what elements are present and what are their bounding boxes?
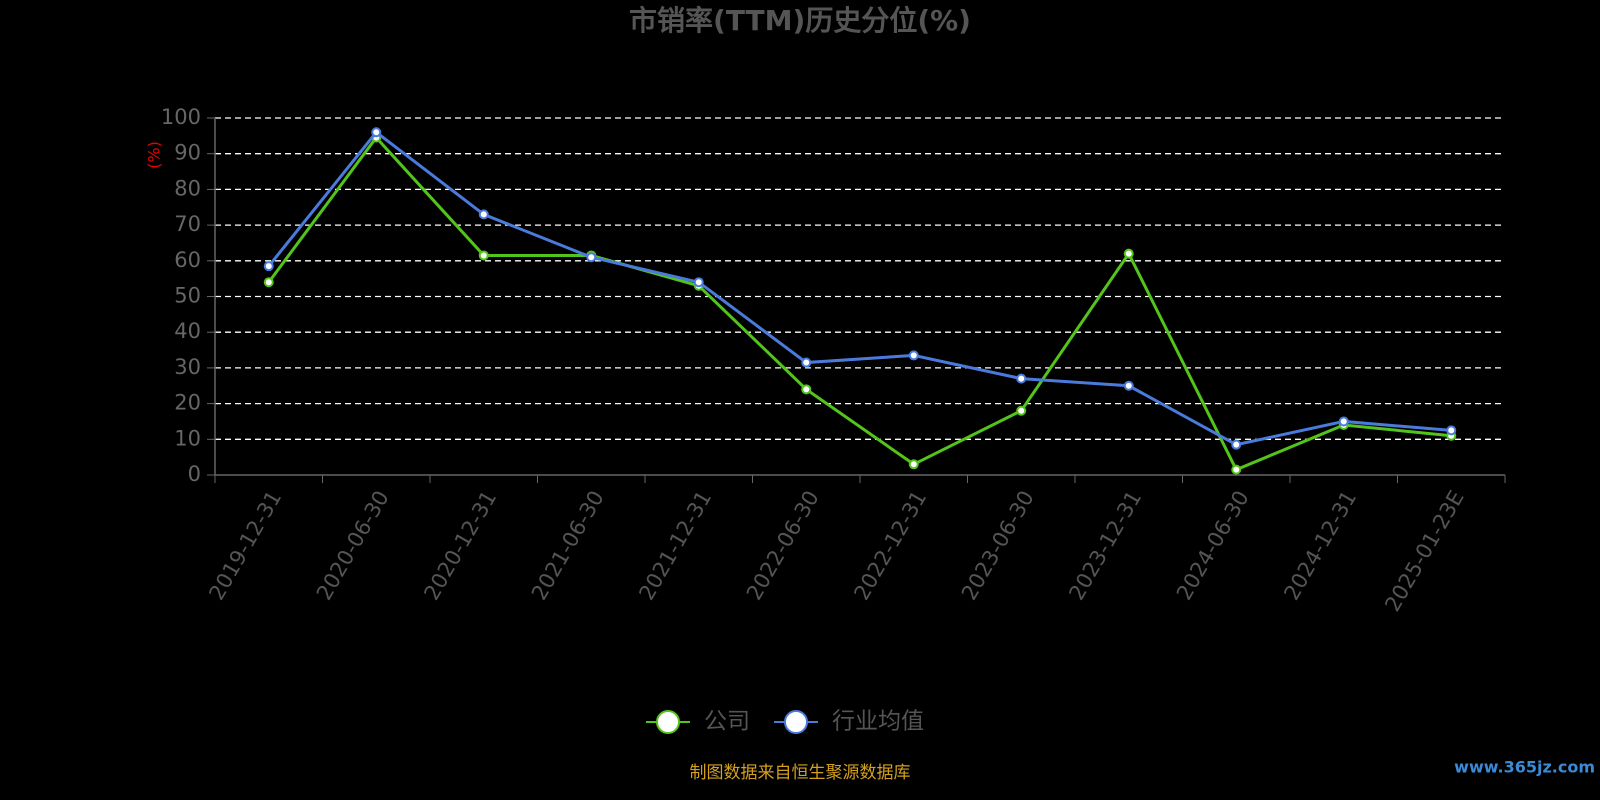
y-tick-label: 30	[174, 355, 201, 379]
watermark: www.365jz.com	[1454, 758, 1595, 777]
y-tick-label: 0	[188, 462, 201, 486]
data-point	[263, 261, 274, 272]
data-point	[586, 252, 597, 263]
data-point	[1231, 439, 1242, 450]
y-tick-label: 70	[174, 212, 201, 236]
x-tick-label: 2022-12-31	[849, 487, 931, 605]
series-line	[267, 130, 1452, 447]
y-tick-label: 80	[174, 176, 201, 200]
legend-marker	[656, 710, 680, 734]
y-tick-label: 90	[174, 141, 201, 165]
x-tick-label: 2024-06-30	[1172, 487, 1254, 605]
series-line	[267, 135, 1452, 472]
data-point	[478, 250, 489, 261]
y-tick-label: 100	[161, 105, 201, 129]
data-point	[908, 350, 919, 361]
x-tick-label: 2020-12-31	[419, 487, 501, 605]
y-tick-label: 40	[174, 319, 201, 343]
data-point	[263, 277, 274, 288]
x-tick-label: 2023-06-30	[957, 487, 1039, 605]
x-tick-label: 2024-12-31	[1279, 487, 1361, 605]
x-tick-label: 2019-12-31	[204, 487, 286, 605]
x-tick-label: 2020-06-30	[312, 487, 394, 605]
data-point	[1016, 405, 1027, 416]
data-point	[1123, 380, 1134, 391]
x-tick-label: 2023-12-31	[1064, 487, 1146, 605]
data-point	[1446, 425, 1457, 436]
data-point	[1338, 416, 1349, 427]
data-point	[478, 209, 489, 220]
x-tick-label: 2025-01-23E	[1380, 487, 1468, 616]
data-point	[1123, 248, 1134, 259]
source-note: 制图数据来自恒生聚源数据库	[690, 763, 911, 783]
chart-title: 市销率(TTM)历史分位(%)	[629, 4, 971, 37]
y-tick-label: 20	[174, 391, 201, 415]
legend-label: 公司	[704, 709, 750, 735]
x-tick-label: 2021-12-31	[634, 487, 716, 605]
y-axis-label: (%)	[145, 141, 164, 169]
x-tick-label: 2022-06-30	[742, 487, 824, 605]
y-tick-label: 50	[174, 284, 201, 308]
legend-marker	[784, 710, 808, 734]
data-point	[908, 459, 919, 470]
data-point	[1016, 373, 1027, 384]
x-tick-label: 2021-06-30	[527, 487, 609, 605]
y-tick-label: 10	[174, 426, 201, 450]
legend-label: 行业均值	[832, 709, 924, 735]
data-point	[371, 127, 382, 138]
data-point	[801, 384, 812, 395]
data-point	[801, 357, 812, 368]
y-tick-label: 60	[174, 248, 201, 272]
data-point	[693, 277, 704, 288]
data-point	[1231, 464, 1242, 475]
